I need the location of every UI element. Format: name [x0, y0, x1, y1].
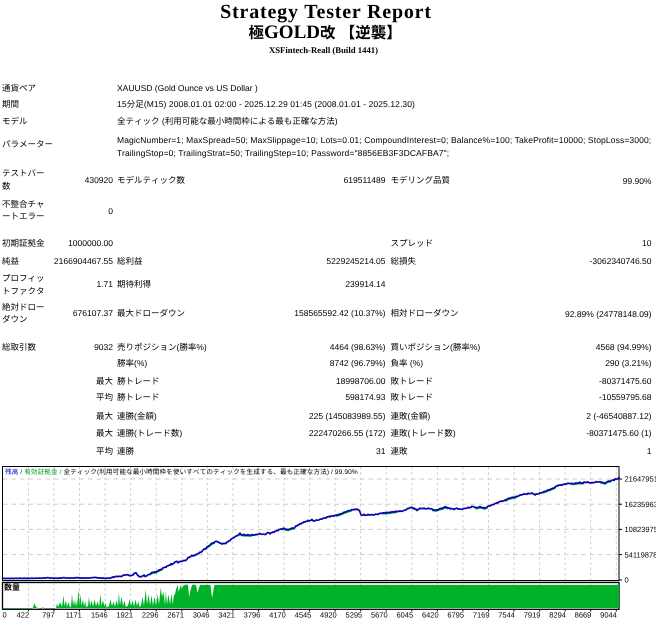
svg-text:2296: 2296: [142, 611, 159, 620]
svg-text:3796: 3796: [244, 611, 261, 620]
svg-text:1921: 1921: [116, 611, 133, 620]
svg-text:1171: 1171: [66, 611, 82, 620]
svg-text:2671: 2671: [167, 611, 184, 620]
svg-text:7544: 7544: [498, 611, 515, 620]
svg-text:7919: 7919: [524, 611, 541, 620]
svg-text:2164795149: 2164795149: [625, 475, 656, 484]
svg-text:6420: 6420: [422, 611, 439, 620]
svg-text:5295: 5295: [346, 611, 363, 620]
svg-text:4920: 4920: [320, 611, 337, 620]
svg-text:4170: 4170: [269, 611, 286, 620]
svg-text:541198787: 541198787: [625, 550, 656, 559]
svg-text:0: 0: [625, 576, 629, 585]
svg-text:8294: 8294: [549, 611, 566, 620]
svg-text:8669: 8669: [575, 611, 592, 620]
svg-text:3046: 3046: [193, 611, 210, 620]
svg-text:0: 0: [3, 611, 7, 620]
svg-text:6045: 6045: [396, 611, 413, 620]
svg-text:4545: 4545: [295, 611, 312, 620]
svg-text:6795: 6795: [447, 611, 464, 620]
svg-text:3421: 3421: [218, 611, 235, 620]
svg-text:1546: 1546: [91, 611, 108, 620]
svg-text:797: 797: [42, 611, 55, 620]
svg-text:7169: 7169: [473, 611, 490, 620]
svg-text:1623596362: 1623596362: [625, 500, 656, 509]
svg-text:5670: 5670: [371, 611, 388, 620]
svg-text:9044: 9044: [600, 611, 617, 620]
svg-text:422: 422: [17, 611, 30, 620]
svg-text:1082397574: 1082397574: [625, 525, 656, 534]
